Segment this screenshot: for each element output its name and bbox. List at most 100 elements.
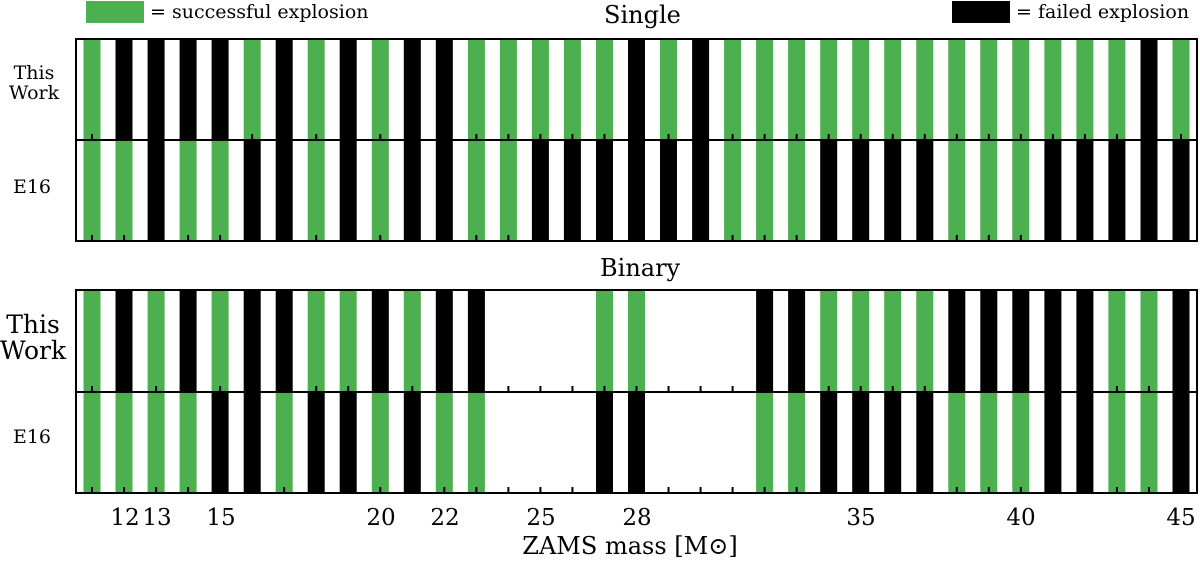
outcome-bar-binary-e16 xyxy=(788,392,806,493)
legend-fail: = failed explosion xyxy=(952,0,1189,24)
outcome-bar-single-e16 xyxy=(499,140,517,241)
outcome-bar-single-e16 xyxy=(1108,140,1126,241)
outcome-bar-binary-this-work xyxy=(1076,290,1094,392)
outcome-bar-binary-this-work xyxy=(980,290,998,392)
outcome-bar-single-this-work xyxy=(916,39,934,140)
outcome-bar-single-this-work xyxy=(692,39,710,140)
outcome-bar-single-this-work xyxy=(724,39,742,140)
outcome-bar-single-e16 xyxy=(628,140,645,241)
outcome-bar-binary-this-work xyxy=(371,290,389,392)
outcome-bar-binary-e16 xyxy=(115,392,133,493)
outcome-bar-binary-e16 xyxy=(916,392,934,493)
outcome-bar-binary-e16 xyxy=(980,392,998,493)
outcome-bar-binary-e16 xyxy=(820,392,838,493)
outcome-bar-single-this-work xyxy=(756,39,774,140)
outcome-bar-single-this-work xyxy=(820,39,838,140)
outcome-bar-single-e16 xyxy=(243,140,261,241)
outcome-bar-binary-e16 xyxy=(852,392,870,493)
row-label-single-this-work: This Work xyxy=(8,62,60,104)
outcome-bar-single-e16 xyxy=(339,140,357,241)
outcome-bar-binary-this-work xyxy=(147,290,165,392)
outcome-bar-binary-this-work xyxy=(916,290,934,392)
outcome-bar-single-e16 xyxy=(788,140,806,241)
outcome-bar-single-e16 xyxy=(403,140,421,241)
outcome-bar-single-this-work xyxy=(1140,39,1158,140)
outcome-bar-binary-this-work xyxy=(852,290,870,392)
outcome-bar-single-this-work xyxy=(1076,39,1094,140)
legend-fail-label: = failed explosion xyxy=(1016,1,1190,23)
outcome-bar-single-this-work xyxy=(1012,39,1030,140)
outcome-bar-single-e16 xyxy=(948,140,966,241)
outcome-bar-single-e16 xyxy=(531,140,549,241)
x-tick-label-40: 40 xyxy=(1006,505,1036,531)
outcome-bar-single-this-work xyxy=(83,39,101,140)
outcome-bar-binary-e16 xyxy=(1172,392,1190,493)
x-tick-label-20: 20 xyxy=(366,505,396,531)
x-tick-label-22: 22 xyxy=(430,505,460,531)
outcome-bar-single-e16 xyxy=(1012,140,1030,241)
outcome-bar-single-e16 xyxy=(1140,140,1158,241)
outcome-bar-single-this-work xyxy=(531,39,549,140)
outcome-bar-single-this-work xyxy=(980,39,998,140)
outcome-bar-single-this-work xyxy=(499,39,517,140)
legend-fail-swatch xyxy=(952,1,1010,23)
x-axis-label: ZAMS mass [M⊙] xyxy=(522,532,738,560)
outcome-bar-single-e16 xyxy=(1172,140,1190,241)
outcome-bar-single-this-work xyxy=(628,39,645,140)
outcome-bar-single-this-work xyxy=(852,39,870,140)
outcome-bar-binary-e16 xyxy=(628,392,645,493)
outcome-bar-single-e16 xyxy=(179,140,197,241)
outcome-bar-binary-e16 xyxy=(211,392,229,493)
outcome-bar-binary-this-work xyxy=(788,290,806,392)
outcome-bar-binary-e16 xyxy=(339,392,357,493)
outcome-bar-binary-this-work xyxy=(307,290,325,392)
outcome-bar-binary-this-work xyxy=(1172,290,1190,392)
outcome-bar-binary-e16 xyxy=(1108,392,1126,493)
outcome-bar-binary-e16 xyxy=(83,392,101,493)
outcome-bar-binary-e16 xyxy=(307,392,325,493)
outcome-bar-single-this-work xyxy=(243,39,261,140)
outcome-bar-single-this-work xyxy=(115,39,133,140)
outcome-bar-binary-e16 xyxy=(1140,392,1158,493)
outcome-bar-single-this-work xyxy=(275,39,293,140)
row-label-binary-e16: E16 xyxy=(12,426,52,448)
outcome-bar-binary-e16 xyxy=(467,392,485,493)
row-label-binary-this-work: This Work xyxy=(0,310,67,366)
outcome-bar-binary-this-work xyxy=(596,290,613,392)
outcome-bar-single-this-work xyxy=(307,39,325,140)
outcome-bar-binary-this-work xyxy=(820,290,838,392)
outcome-bar-single-e16 xyxy=(307,140,325,241)
outcome-bar-single-e16 xyxy=(596,140,613,241)
outcome-bar-binary-this-work xyxy=(1140,290,1158,392)
x-tick-label-45: 45 xyxy=(1166,505,1196,531)
outcome-bar-single-this-work xyxy=(660,39,677,140)
outcome-bar-single-this-work xyxy=(596,39,613,140)
outcome-bar-single-e16 xyxy=(211,140,229,241)
panel-title-binary: Binary xyxy=(600,254,681,282)
outcome-bar-single-this-work xyxy=(1108,39,1126,140)
outcome-bar-single-this-work xyxy=(371,39,389,140)
x-tick-label-28: 28 xyxy=(622,505,652,531)
outcome-bar-binary-this-work xyxy=(243,290,261,392)
outcome-bar-single-this-work xyxy=(1172,39,1190,140)
outcome-bar-single-e16 xyxy=(980,140,998,241)
outcome-bar-binary-e16 xyxy=(596,392,613,493)
outcome-bar-single-this-work xyxy=(788,39,806,140)
outcome-bar-binary-this-work xyxy=(948,290,966,392)
outcome-bar-binary-e16 xyxy=(147,392,165,493)
outcome-bar-single-e16 xyxy=(916,140,934,241)
outcome-bar-single-this-work xyxy=(403,39,421,140)
outcome-bar-binary-this-work xyxy=(628,290,645,392)
outcome-bar-binary-this-work xyxy=(1044,290,1062,392)
outcome-bar-single-e16 xyxy=(724,140,742,241)
outcome-bar-single-e16 xyxy=(467,140,485,241)
outcome-bar-binary-e16 xyxy=(435,392,453,493)
row-label-single-e16: E16 xyxy=(12,176,52,198)
outcome-bar-single-e16 xyxy=(820,140,838,241)
outcome-bar-single-this-work xyxy=(948,39,966,140)
outcome-bar-binary-this-work xyxy=(467,290,485,392)
outcome-bar-single-this-work xyxy=(179,39,197,140)
outcome-bar-single-this-work xyxy=(211,39,229,140)
outcome-bar-binary-e16 xyxy=(275,392,293,493)
outcome-bar-binary-e16 xyxy=(948,392,966,493)
